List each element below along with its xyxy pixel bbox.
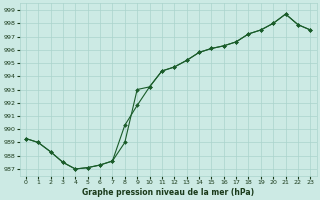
X-axis label: Graphe pression niveau de la mer (hPa): Graphe pression niveau de la mer (hPa): [82, 188, 254, 197]
